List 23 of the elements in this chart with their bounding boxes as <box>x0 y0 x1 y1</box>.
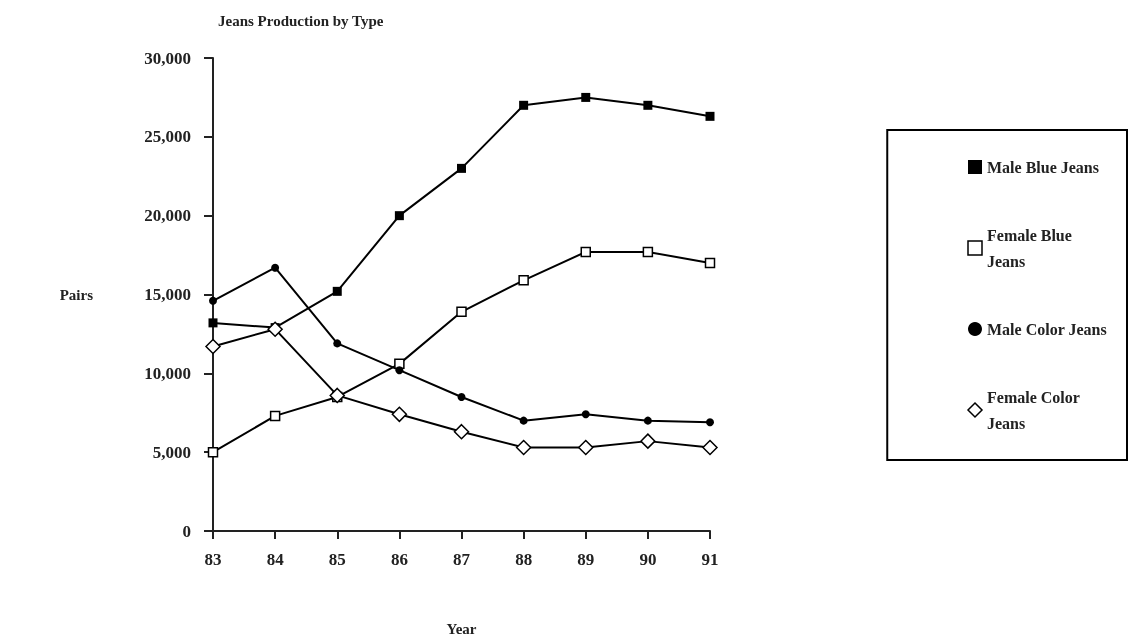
y-tick-label: 10,000 <box>144 363 191 383</box>
y-tick-label: 20,000 <box>144 206 191 226</box>
legend-label: Female Color Jeans <box>987 388 1084 432</box>
legend-label: Male Color Jeans <box>987 320 1107 338</box>
y-tick-label: 30,000 <box>144 48 191 68</box>
legend-label: Male Blue Jeans <box>987 158 1099 176</box>
x-tick-label: 91 <box>701 550 719 569</box>
x-tick-label: 88 <box>515 550 533 569</box>
legend-label: Female Blue Jeans <box>987 226 1076 270</box>
x-tick-label: 86 <box>390 550 408 569</box>
x-tick-label: 83 <box>204 550 222 569</box>
chart-title: Jeans Production by Type <box>218 12 384 29</box>
x-tick-label: 84 <box>266 550 285 569</box>
x-tick-label: 87 <box>453 550 471 569</box>
y-tick-label: 15,000 <box>144 285 191 304</box>
x-tick-label: 90 <box>639 550 657 569</box>
y-tick-label: 5,000 <box>152 442 191 462</box>
x-axis-title: Year <box>446 620 477 637</box>
x-tick-label: 85 <box>328 550 346 569</box>
y-axis-title: Pairs <box>59 286 94 303</box>
y-tick-label: 25,000 <box>144 127 191 147</box>
y-tick-label: 0 <box>182 521 191 541</box>
x-tick-label: 89 <box>577 550 595 569</box>
